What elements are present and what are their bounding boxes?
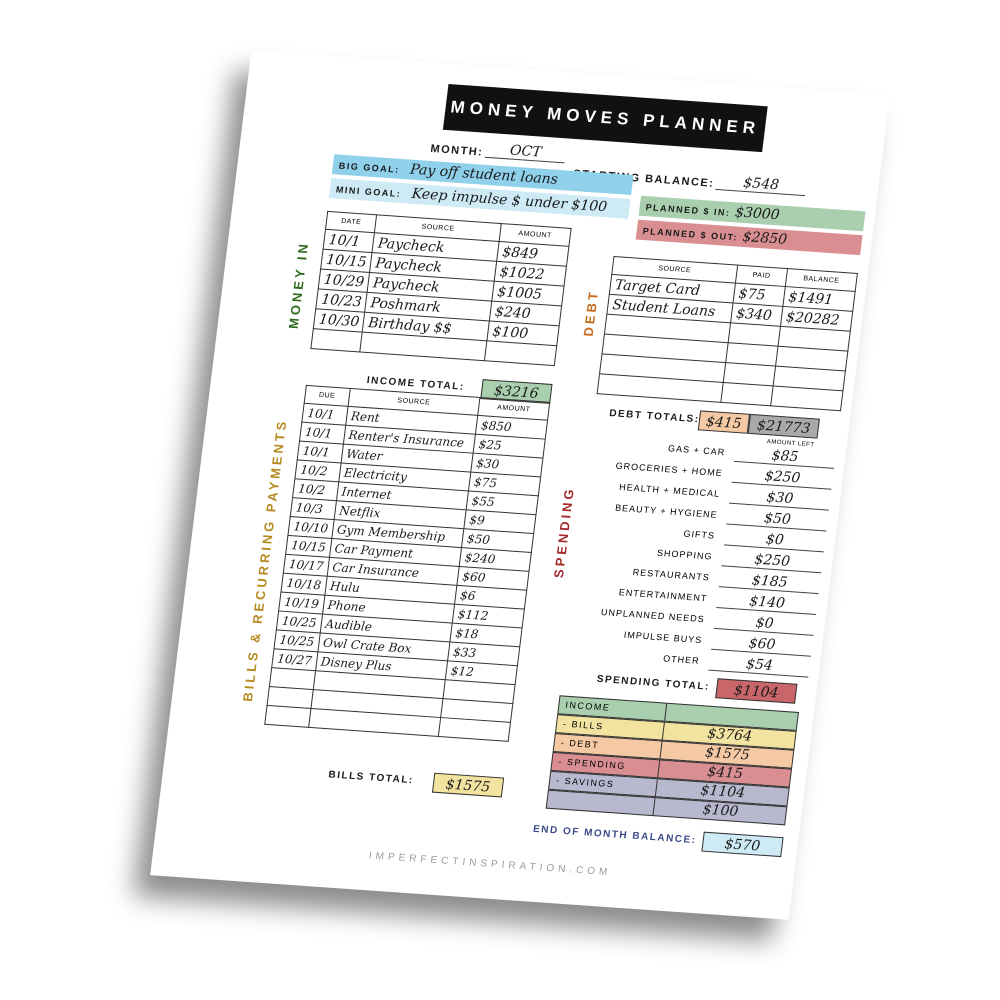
spending-category: ENTERTAINMENT (618, 587, 708, 604)
money-in-date (310, 328, 363, 353)
spending-category: HEALTH + MEDICAL (618, 481, 721, 499)
money-in-table: DATE SOURCE AMOUNT 10/1 Paycheck $849 10/15… (310, 211, 572, 366)
spending-amount: $85 (734, 444, 836, 469)
spending-category: BEAUTY + HYGIENE (614, 502, 719, 520)
summary-label: - BILLS (562, 718, 605, 732)
debt-totals-label: DEBT TOTALS: (608, 408, 701, 426)
money-in-amount (484, 340, 557, 366)
planner-sheet: MONEY MOVES PLANNER MONTH: OCT STARTING … (150, 50, 890, 920)
big-goal-label: BIG GOAL: (338, 160, 401, 175)
spending-category: RESTAURANTS (632, 567, 711, 583)
summary-box: INCOME - BILLS $3764- DEBT $1575- SPENDING $… (545, 695, 799, 831)
debt-total-balance: $21773 (747, 413, 820, 439)
big-goal-value: Pay off student loans (409, 161, 559, 188)
summary-label: - DEBT (560, 737, 600, 751)
month-label: MONTH: (429, 142, 485, 159)
starting-balance-value: $548 (715, 173, 808, 197)
spending-total-value: $1104 (715, 678, 798, 704)
spending-category: GAS + CAR (667, 443, 726, 458)
bills-table: DUE SOURCE AMOUNT 10/1 Rent $850 10/1 Renter… (264, 385, 550, 742)
spending-list: GAS + CAR $85 GROCERIES + HOME $250 HEALTH +… (537, 433, 836, 690)
footer-text: IMPERFECTINSPIRATION.COM (368, 850, 612, 879)
summary-label: - SPENDING (557, 756, 627, 772)
summary-label: INCOME (564, 699, 611, 713)
planned-in-value: $3000 (734, 204, 781, 224)
bills-total-value: $1575 (431, 772, 505, 798)
spending-category: GIFTS (682, 528, 716, 541)
bill-amount (438, 717, 511, 742)
money-in-section-label: MONEY IN (285, 240, 312, 330)
spending-category: IMPULSE BUYS (623, 629, 703, 646)
end-balance-value: $570 (701, 831, 784, 858)
debt-paid (720, 382, 774, 406)
end-balance-label: END OF MONTH BALANCE: (532, 823, 698, 847)
planned-in-label: PLANNED $ IN: (645, 202, 732, 218)
planned-out-value: $2850 (741, 228, 789, 248)
bills-total-label: BILLS TOTAL: (327, 769, 415, 787)
mini-goal-label: MINI GOAL: (335, 184, 402, 199)
summary-label: - SAVINGS (555, 775, 616, 790)
spending-category: SHOPPING (656, 547, 714, 562)
debt-balance (770, 385, 843, 411)
month-value: OCT (484, 140, 567, 164)
bill-due (264, 705, 311, 728)
debt-section-label: DEBT (580, 288, 602, 337)
spending-category: OTHER (662, 653, 701, 666)
planned-out-label: PLANNED $ OUT: (642, 225, 739, 243)
debt-total-paid: $415 (697, 410, 751, 434)
debt-table: SOURCE PAID BALANCE Target Card $75 $1491 S… (597, 256, 858, 411)
spending-category: GROCERIES + HOME (615, 460, 724, 479)
spending-category: UNPLANNED NEEDS (600, 606, 706, 625)
